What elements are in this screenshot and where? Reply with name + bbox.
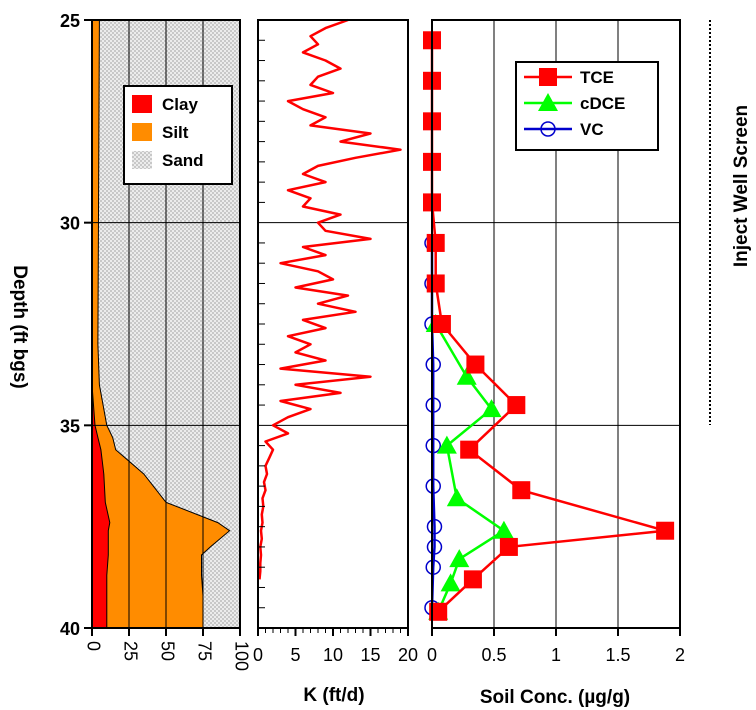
legend-label: cDCE	[580, 94, 625, 113]
conc-axis-label: Soil Conc. (µg/g)	[480, 687, 630, 708]
vc-marker	[426, 518, 443, 535]
vc-marker	[425, 356, 441, 373]
tce-marker	[512, 481, 531, 500]
depth-tick-label: 35	[60, 416, 80, 436]
tce-marker	[429, 602, 448, 621]
vc-marker	[425, 437, 441, 454]
x-tick-label: 0.5	[481, 645, 506, 665]
well-screen-label: Inject Well Screen	[731, 105, 752, 267]
vc-marker	[425, 559, 441, 575]
tce-marker	[432, 315, 451, 333]
tce-marker	[426, 274, 445, 293]
hydraulic-conductivity-panel: 0 5 10 15 20	[253, 18, 418, 665]
legend-swatch	[132, 151, 152, 169]
cdce-marker	[436, 435, 457, 454]
legend-label: Silt	[162, 123, 189, 142]
soil-concentration-panel: 0 0.5 1 1.5 2 TCE cDCE VC	[423, 19, 685, 665]
cdce-marker	[481, 399, 502, 418]
x-tick-label: 1.5	[605, 645, 630, 665]
tce-marker	[426, 233, 445, 252]
cdce-marker	[456, 366, 477, 385]
x-tick-label: 75	[194, 641, 214, 661]
x-tick-label: 25	[120, 641, 140, 661]
tce-marker	[507, 396, 526, 415]
conc-legend: TCE cDCE VC	[515, 61, 659, 151]
x-tick-label: 10	[323, 645, 343, 665]
x-tick-label: 1	[551, 645, 561, 665]
legend-label: Sand	[162, 151, 204, 170]
depth-tick-label: 25	[60, 11, 80, 31]
x-tick-label: 5	[290, 645, 300, 665]
x-tick-label: 100	[231, 641, 251, 671]
x-tick-label: 0	[427, 645, 437, 665]
tce-marker	[499, 537, 518, 556]
x-tick-label: 0	[83, 641, 103, 651]
depth-axis: 25 30 35 40	[60, 11, 92, 639]
x-tick-label: 2	[675, 645, 685, 665]
legend-label: Clay	[162, 95, 198, 114]
x-tick-label: 15	[360, 645, 380, 665]
legend-marker	[540, 121, 556, 137]
depth-tick-label: 40	[60, 619, 80, 639]
clay-area	[91, 20, 111, 629]
legend-swatch	[132, 95, 152, 113]
tce-marker	[656, 521, 675, 540]
legend-marker	[539, 68, 557, 86]
tce-marker	[466, 355, 485, 374]
legend-label: VC	[580, 120, 604, 139]
tce-marker	[460, 440, 479, 459]
legend-label: TCE	[580, 68, 614, 87]
depth-tick-label: 30	[60, 214, 80, 234]
x-tick-label: 50	[157, 641, 177, 661]
vc-marker	[426, 539, 443, 555]
x-tick-label: 0	[253, 645, 263, 665]
plot-background	[258, 20, 408, 628]
x-tick-label: 20	[398, 645, 418, 665]
tce-marker	[463, 570, 482, 589]
soil-texture-panel: 0 25 50 75 100 Clay Silt Sand	[83, 19, 251, 671]
legend-swatch	[132, 123, 152, 141]
vc-marker	[425, 478, 441, 494]
depth-axis-label: Depth (ft bgs)	[9, 265, 30, 388]
legend-marker	[538, 93, 558, 111]
cdce-marker	[440, 573, 461, 592]
cdce-marker	[446, 488, 467, 507]
cdce-marker	[493, 520, 514, 539]
vc-marker	[425, 397, 441, 413]
k-axis-label: K (ft/d)	[303, 685, 364, 706]
cdce-marker	[449, 549, 470, 568]
soil-legend: Clay Silt Sand	[123, 85, 233, 185]
